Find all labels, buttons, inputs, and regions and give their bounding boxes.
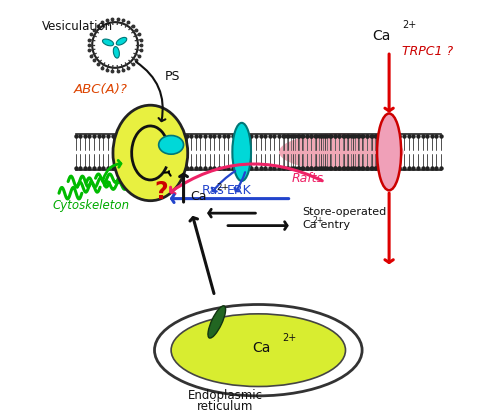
Text: ERK: ERK xyxy=(227,184,252,197)
Ellipse shape xyxy=(377,114,401,190)
Text: Cytoskeleton: Cytoskeleton xyxy=(53,199,130,212)
Text: Vesiculation: Vesiculation xyxy=(42,20,114,33)
Text: ABC(A)?: ABC(A)? xyxy=(74,83,128,96)
Ellipse shape xyxy=(208,306,226,338)
Text: 2+: 2+ xyxy=(312,216,324,225)
Text: reticulum: reticulum xyxy=(197,400,254,413)
Ellipse shape xyxy=(114,46,119,58)
Text: Rafts: Rafts xyxy=(292,172,324,185)
Text: 2+: 2+ xyxy=(216,183,230,191)
Text: Ca: Ca xyxy=(372,29,391,43)
Ellipse shape xyxy=(113,105,188,201)
Ellipse shape xyxy=(92,22,138,68)
Text: Ca: Ca xyxy=(252,341,270,355)
Text: Ca: Ca xyxy=(190,190,206,203)
Text: Ras: Ras xyxy=(202,184,225,197)
Ellipse shape xyxy=(279,133,404,171)
Text: 2+: 2+ xyxy=(282,333,296,343)
Ellipse shape xyxy=(102,39,114,46)
Ellipse shape xyxy=(232,123,251,181)
Text: Endoplasmic: Endoplasmic xyxy=(188,389,262,402)
Text: Store-operated: Store-operated xyxy=(302,207,386,217)
Text: entry: entry xyxy=(317,220,350,229)
Text: TRPC1 ?: TRPC1 ? xyxy=(402,46,452,59)
Text: 2+: 2+ xyxy=(402,20,416,31)
Ellipse shape xyxy=(171,314,346,387)
Bar xyxy=(76,134,441,170)
Ellipse shape xyxy=(158,135,184,154)
Ellipse shape xyxy=(116,37,127,45)
Text: Ca: Ca xyxy=(302,220,316,229)
Ellipse shape xyxy=(154,304,362,396)
Text: PS: PS xyxy=(165,70,180,83)
Text: ?: ? xyxy=(154,180,168,204)
